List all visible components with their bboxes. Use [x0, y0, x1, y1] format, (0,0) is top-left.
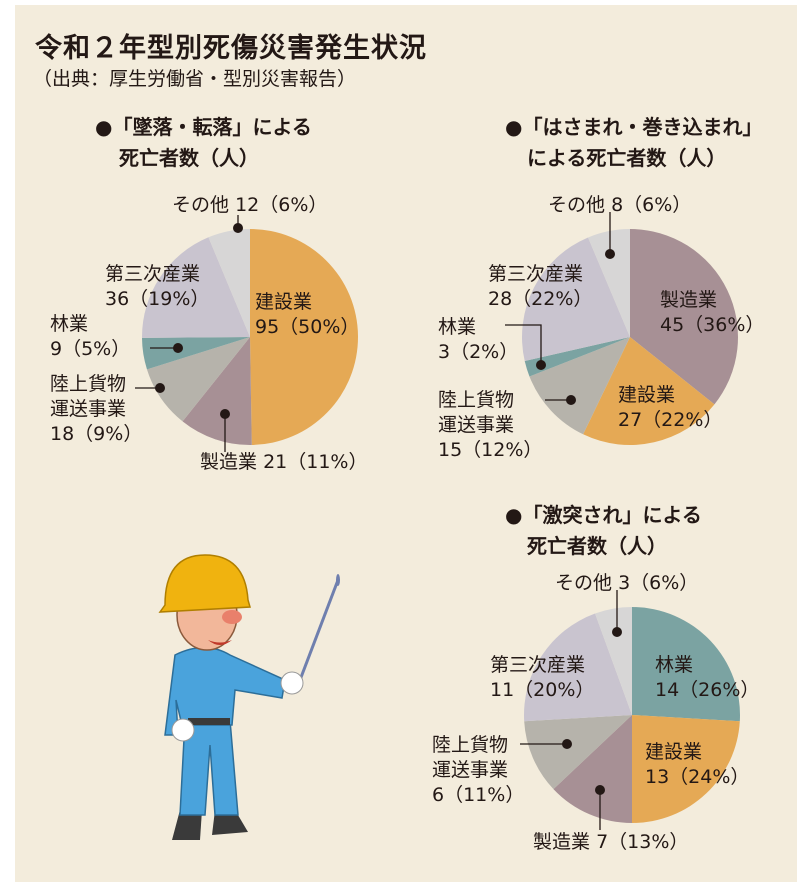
- chart1-slice-0: [250, 229, 358, 445]
- chart2-slice-4: [522, 237, 630, 362]
- chart1-slice-3: [142, 337, 250, 370]
- chart3-label-other: その他 3（6%）: [555, 572, 699, 594]
- leader-dot: [605, 249, 615, 259]
- chart3-slice-0: [632, 607, 740, 722]
- chart1-label-tertiary: 第三次産業 36（19%）: [105, 263, 210, 310]
- leader-dot: [566, 395, 576, 405]
- chart3-title: ●「激突され」による 死亡者数（人）: [505, 500, 702, 562]
- leader-dot: [155, 383, 165, 393]
- chart1-title-line2: 死亡者数（人）: [119, 146, 259, 170]
- chart2-title-line2: による死亡者数（人）: [527, 146, 727, 170]
- chart1-title: ●「墜落・転落」による 死亡者数（人）: [95, 112, 312, 174]
- chart3-label-manufacturing: 製造業 7（13%）: [533, 831, 689, 853]
- chart1-slice-2: [146, 337, 250, 422]
- chart1-slice-1: [182, 337, 252, 445]
- chart3-title-line1: ●「激突され」による: [505, 503, 702, 527]
- chart2-slice-3: [524, 337, 630, 377]
- chart1-label-transport: 陸上貨物 運送事業 18（9%）: [50, 373, 143, 445]
- chart3-label-forestry: 林業 14（26%）: [655, 654, 760, 701]
- leader-dot: [536, 360, 546, 370]
- chart2-label-manufacturing: 製造業 45（36%）: [660, 289, 765, 336]
- chart1-label-construction: 建設業 95（50%）: [255, 291, 360, 338]
- page-title: 令和２年型別死傷災害発生状況: [35, 33, 427, 64]
- chart2-label-tertiary: 第三次産業 28（22%）: [488, 263, 593, 310]
- chart3-label-transport: 陸上貨物 運送事業 6（11%）: [432, 734, 525, 806]
- chart2-slice-1: [583, 337, 715, 445]
- leader-dot: [233, 223, 243, 233]
- chart1-slice-4: [142, 237, 250, 338]
- chart2-label-construction: 建設業 27（22%）: [618, 384, 723, 431]
- chart3-slice-2: [553, 715, 632, 823]
- chart3-label-tertiary: 第三次産業 11（20%）: [490, 654, 595, 701]
- chart2-label-forestry: 林業 3（2%）: [438, 316, 519, 363]
- chart3-slice-1: [632, 715, 740, 823]
- chart1-title-line1: ●「墜落・転落」による: [95, 115, 312, 139]
- chart1-label-manufacturing: 製造業 21（11%）: [200, 451, 368, 473]
- chart2-label-other: その他 8（6%）: [548, 194, 692, 216]
- chart2-title-line1: ●「はさまれ・巻き込まれ」: [505, 115, 763, 139]
- chart2-slice-0: [630, 229, 738, 405]
- chart3-slice-5: [595, 607, 632, 715]
- chart2-slice-2: [529, 337, 630, 435]
- chart2-label-transport: 陸上貨物 運送事業 15（12%）: [438, 389, 543, 461]
- chart3-title-line2: 死亡者数（人）: [527, 534, 667, 558]
- chart2-slice-5: [588, 229, 630, 337]
- chart1-label-other: その他 12（6%）: [172, 194, 328, 216]
- chart3-slice-4: [524, 613, 632, 722]
- leader-dot: [612, 627, 622, 637]
- source-note: （出典：厚生労働省・型別災害報告）: [33, 68, 357, 90]
- chart1-slice-5: [208, 229, 250, 337]
- chart3-slice-3: [524, 715, 632, 790]
- chart1-label-forestry: 林業 9（5%）: [50, 313, 131, 360]
- chart2-title: ●「はさまれ・巻き込まれ」 による死亡者数（人）: [505, 112, 762, 174]
- leader-dot: [595, 785, 605, 795]
- leader-dot: [173, 343, 183, 353]
- leader-line: [505, 324, 542, 365]
- leader-dot: [562, 739, 572, 749]
- leader-dot: [220, 409, 230, 419]
- chart3-label-construction: 建設業 13（24%）: [645, 741, 750, 788]
- worker-illustration: [158, 554, 340, 840]
